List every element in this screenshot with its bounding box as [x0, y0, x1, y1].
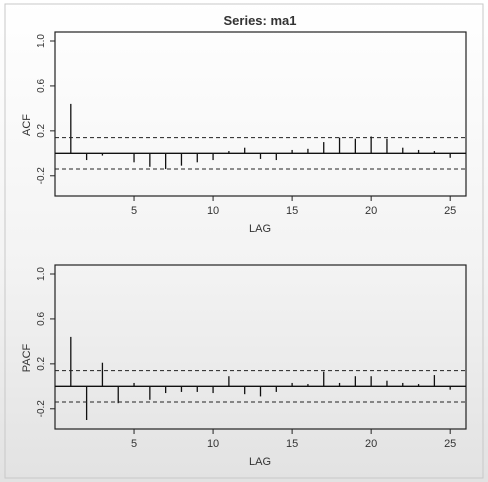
acf-x-axis-label: LAG [249, 223, 271, 235]
acf-y-tick-label: 1.0 [36, 34, 47, 48]
pacf-bars [70, 336, 451, 421]
acf-x-tick-label: 20 [365, 205, 377, 217]
acf-x-tick-label: 10 [207, 205, 219, 217]
acf-plot-frame [54, 31, 467, 197]
pacf-y-axis: -0.2 0.2 0.6 1.0 [36, 267, 55, 418]
pacf-x-tick-label: 15 [286, 438, 298, 450]
pacf-y-tick-label: 0.2 [36, 356, 47, 370]
pacf-y-tick-label: -0.2 [36, 400, 47, 418]
pacf-y-axis-label: PACF [21, 343, 33, 372]
acf-y-tick-label: 0.2 [36, 123, 47, 137]
acf-y-axis-label: ACF [21, 114, 33, 136]
pacf-x-tick-label: 10 [207, 438, 219, 450]
acf-bars [70, 103, 451, 170]
acf-x-tick-label: 25 [444, 205, 456, 217]
pacf-y-tick-label: 0.6 [36, 312, 47, 326]
acf-x-axis: 5 10 15 20 25 [131, 196, 456, 217]
chart-title: Series: ma1 [224, 13, 297, 28]
pacf-panel: -0.2 0.2 0.6 1.0 5 10 15 20 25 LAG PACF [21, 264, 467, 468]
figure-border [4, 3, 484, 479]
acf-y-tick-label: 0.6 [36, 79, 47, 93]
pacf-x-axis: 5 10 15 20 25 [131, 429, 456, 450]
acf-panel: -0.2 0.2 0.6 1.0 5 10 15 20 25 LAG ACF [21, 31, 467, 235]
acf-y-axis: -0.2 0.2 0.6 1.0 [36, 34, 55, 185]
pacf-x-tick-label: 5 [131, 438, 137, 450]
pacf-y-tick-label: 1.0 [36, 267, 47, 281]
pacf-x-tick-label: 20 [365, 438, 377, 450]
acf-x-tick-label: 5 [131, 205, 137, 217]
acf-y-tick-label: -0.2 [36, 167, 47, 185]
pacf-x-axis-label: LAG [249, 456, 271, 468]
pacf-x-tick-label: 25 [444, 438, 456, 450]
pacf-plot-frame [54, 264, 467, 430]
acf-x-tick-label: 15 [286, 205, 298, 217]
